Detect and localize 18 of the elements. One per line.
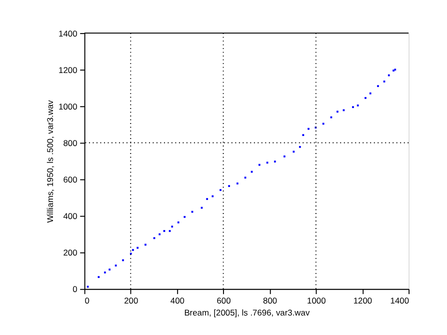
y-tick-label: 600 bbox=[63, 174, 78, 185]
y-axis-title: Williams, 1950, ls .500, var3.wav bbox=[44, 99, 55, 223]
y-tick-label: 1000 bbox=[58, 101, 78, 112]
y-tick-label: 1200 bbox=[58, 64, 78, 75]
x-tick-label: 800 bbox=[263, 295, 278, 306]
x-tick-label: 1000 bbox=[307, 295, 326, 306]
x-tick-label: 1200 bbox=[353, 295, 372, 306]
x-tick-label: 200 bbox=[124, 295, 138, 306]
x-tick-label: 0 bbox=[84, 295, 90, 306]
x-tick-label: 400 bbox=[170, 295, 185, 306]
x-axis-title: Bream, [2005], ls .7696, var3.wav bbox=[184, 308, 310, 318]
y-tick-label: 400 bbox=[63, 211, 78, 222]
y-tick-label: 1400 bbox=[58, 28, 78, 38]
x-tick-label: 1400 bbox=[390, 295, 410, 306]
y-tick-label: 800 bbox=[63, 138, 78, 148]
y-tick-label: 0 bbox=[72, 284, 78, 294]
y-tick-label: 200 bbox=[63, 248, 78, 258]
x-tick-label: 600 bbox=[216, 295, 232, 306]
